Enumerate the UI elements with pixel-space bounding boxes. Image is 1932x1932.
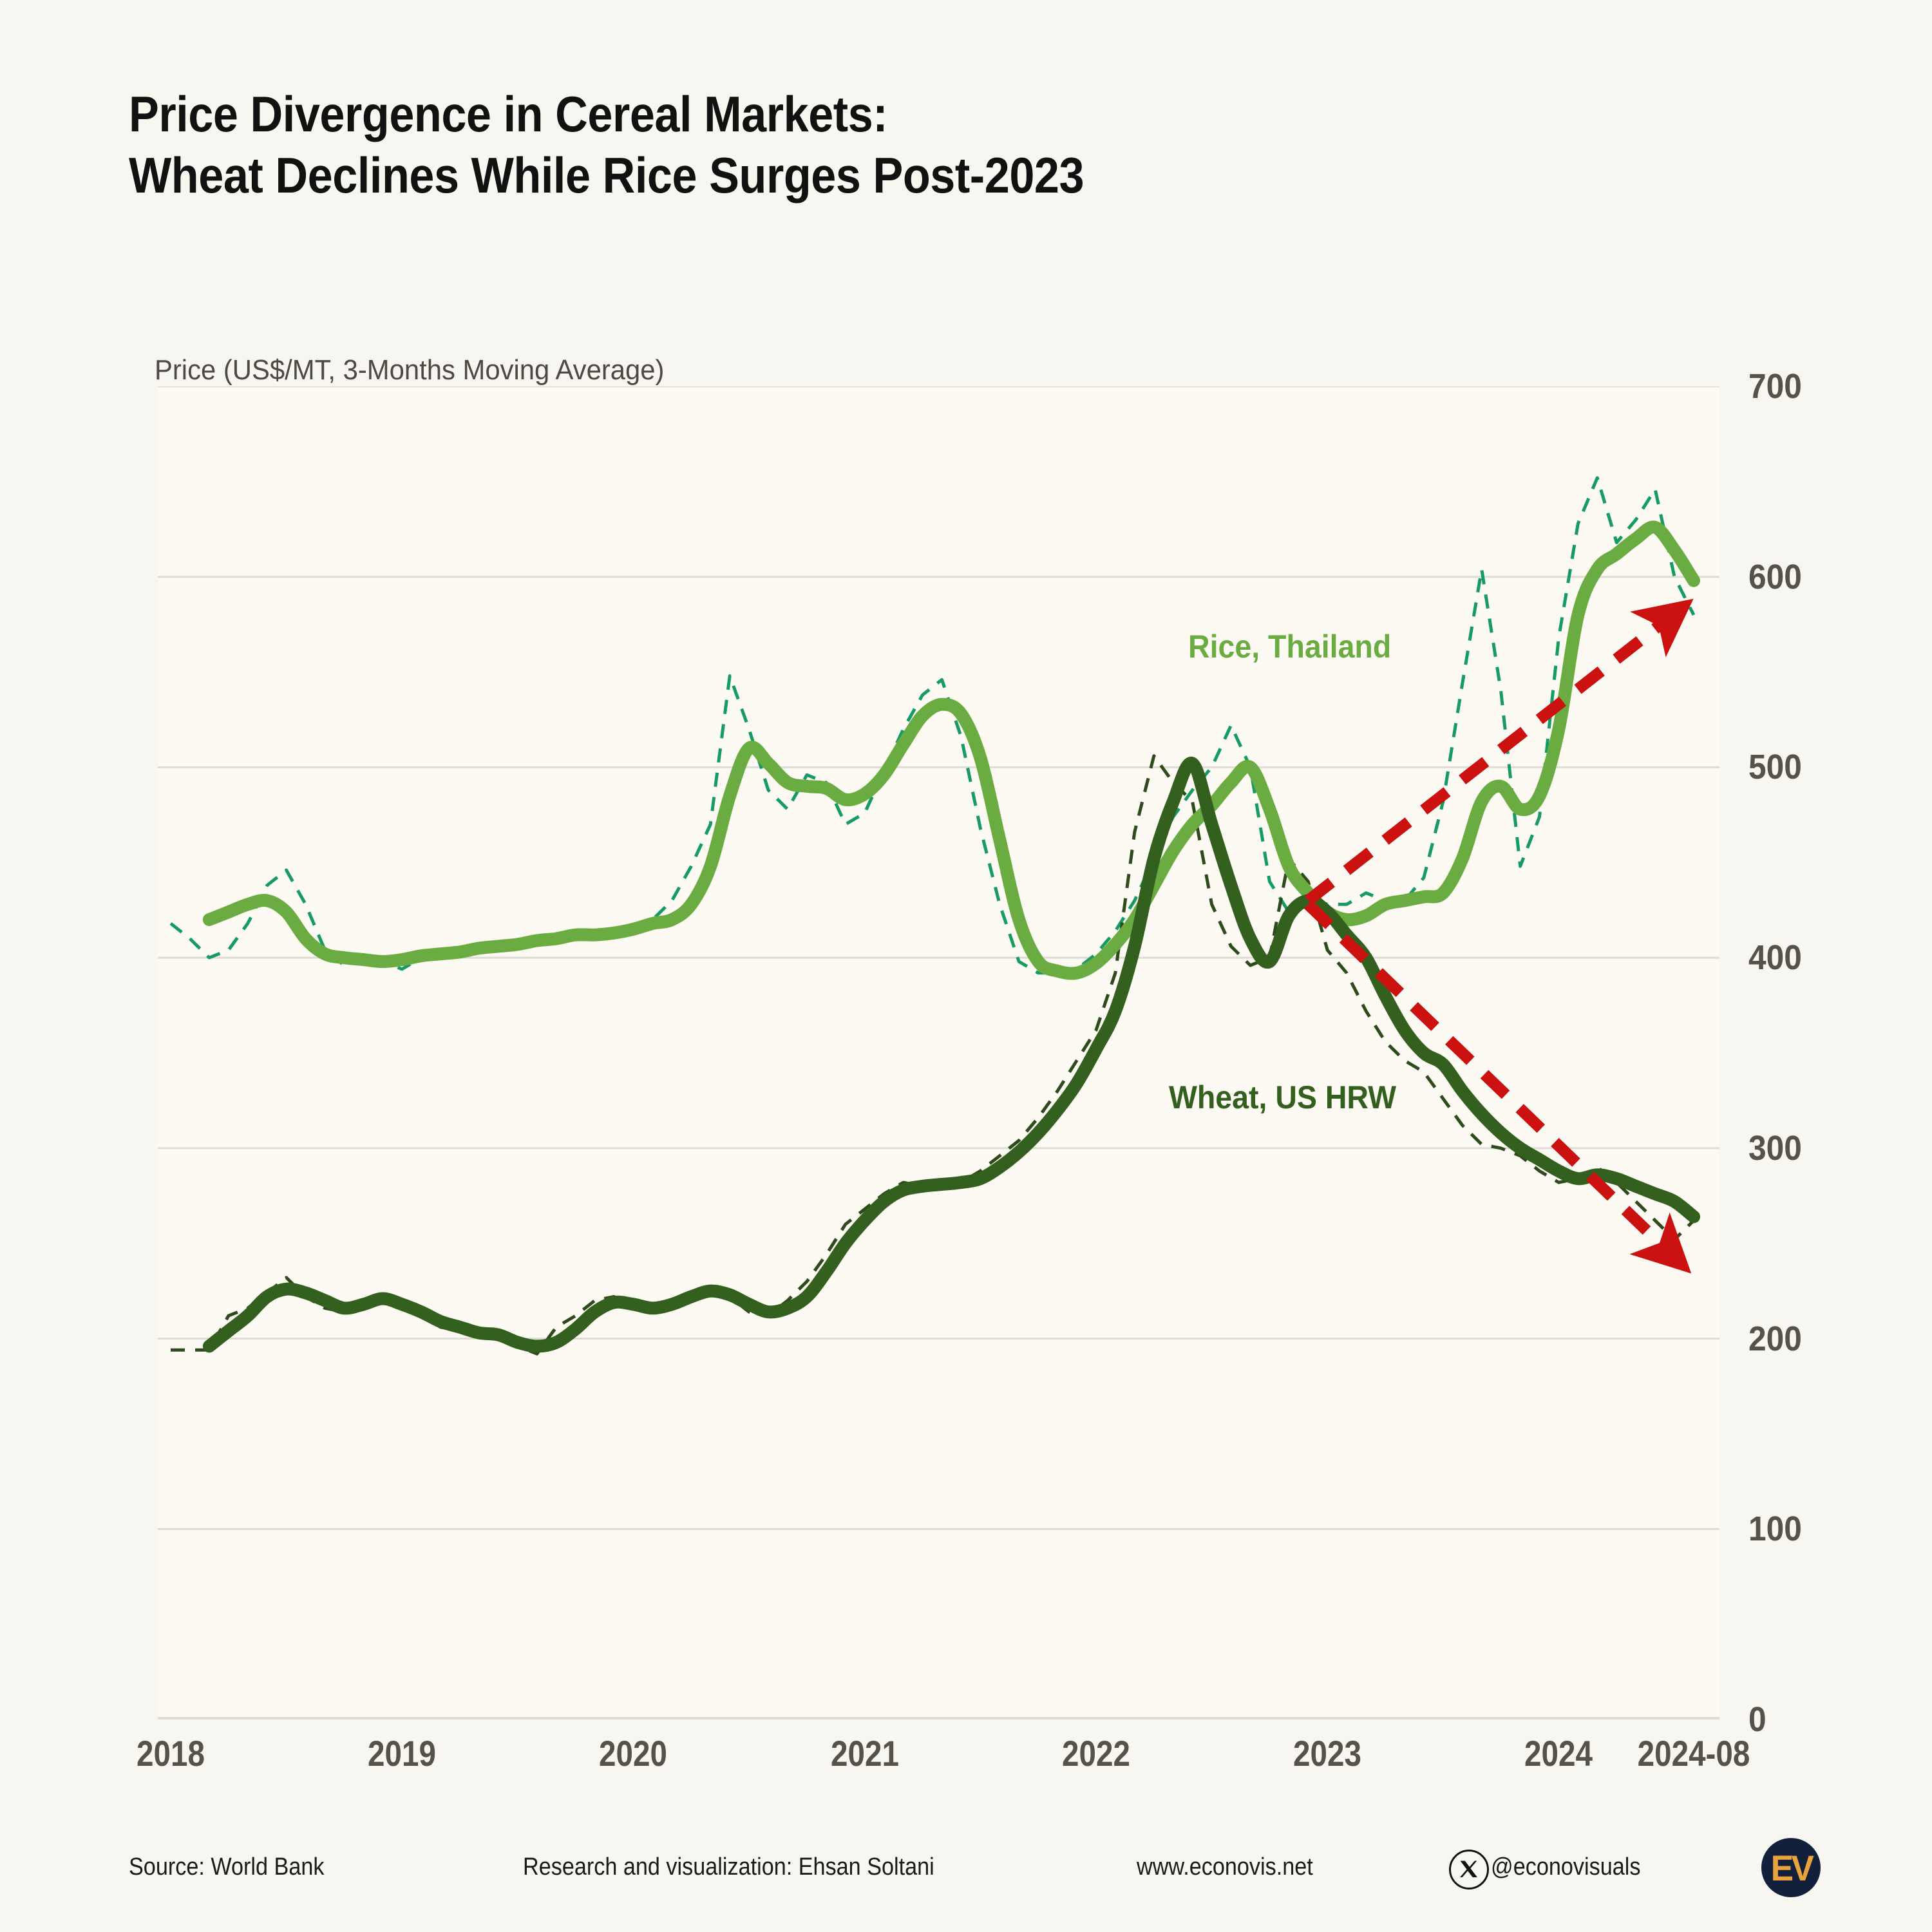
series-line-rice-ma xyxy=(202,520,1700,980)
series-line-wheat-ma xyxy=(202,757,1700,1353)
series-line-rice-raw xyxy=(169,476,1696,975)
x-tick-label: 2020 xyxy=(599,1733,668,1774)
title-line-2: Wheat Declines While Rice Surges Post-20… xyxy=(129,147,1084,204)
page-title: Price Divergence in Cereal Markets: Whea… xyxy=(129,84,1674,206)
y-tick-label: 300 xyxy=(1748,1128,1802,1168)
logo-text: EV xyxy=(1770,1847,1814,1888)
title-line-1: Price Divergence in Cereal Markets: xyxy=(129,86,888,142)
y-tick-label: 700 xyxy=(1748,367,1802,406)
series-label-wheat: Wheat, US HRW xyxy=(1169,1079,1397,1115)
footer-source: Source: World Bank xyxy=(129,1853,325,1880)
line-chart xyxy=(158,386,1719,1719)
x-tick-label: 2023 xyxy=(1293,1733,1362,1774)
footer: Source: World Bank Research and visualiz… xyxy=(0,1829,1932,1906)
wheat-trend-arrow xyxy=(1304,900,1692,1274)
x-tick-label: 2024 xyxy=(1524,1733,1593,1774)
y-tick-label: 0 xyxy=(1748,1700,1766,1739)
footer-website[interactable]: www.econovis.net xyxy=(1137,1853,1313,1880)
x-tick-label: 2018 xyxy=(137,1733,205,1774)
x-tick-label: 2024-08 xyxy=(1637,1733,1750,1774)
chart-plot-area xyxy=(158,386,1719,1719)
x-twitter-icon[interactable] xyxy=(1449,1850,1489,1889)
y-tick-label: 400 xyxy=(1748,938,1802,978)
x-tick-label: 2021 xyxy=(830,1733,899,1774)
y-tick-label: 500 xyxy=(1748,748,1802,787)
series-label-rice: Rice, Thailand xyxy=(1188,629,1392,665)
y-axis-unit-label: Price (US$/MT, 3-Months Moving Average) xyxy=(155,354,665,386)
y-tick-label: 600 xyxy=(1748,557,1802,596)
x-tick-label: 2022 xyxy=(1062,1733,1130,1774)
y-tick-label: 200 xyxy=(1748,1319,1802,1358)
econovisuals-logo: EV xyxy=(1761,1838,1821,1897)
footer-social-handle[interactable]: @econovisuals xyxy=(1491,1853,1641,1880)
x-tick-label: 2019 xyxy=(368,1733,437,1774)
rice-trend-arrow xyxy=(1304,598,1694,905)
y-tick-label: 100 xyxy=(1748,1510,1802,1549)
footer-research-credit: Research and visualization: Ehsan Soltan… xyxy=(523,1853,934,1880)
